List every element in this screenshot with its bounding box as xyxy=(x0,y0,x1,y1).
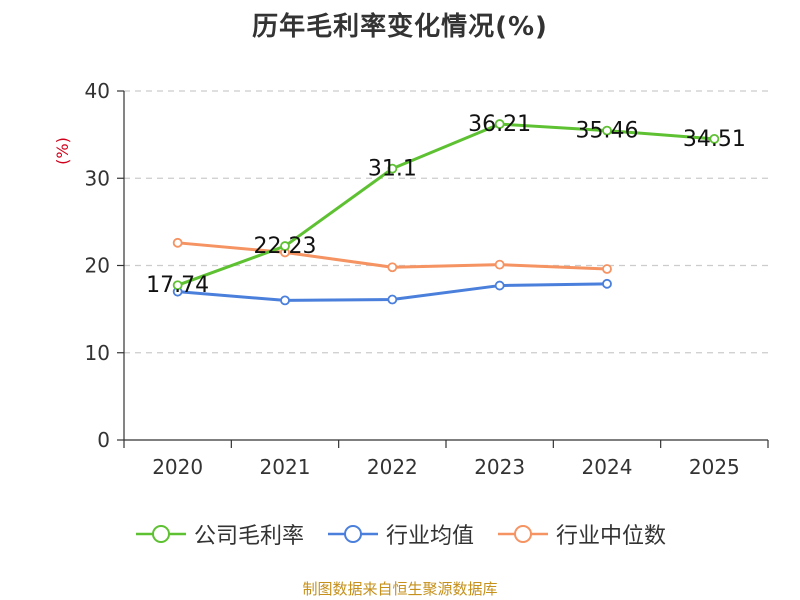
data-label: 31.1 xyxy=(368,157,417,182)
legend-label: 行业中位数 xyxy=(556,524,667,549)
x-tick-label: 2021 xyxy=(260,455,311,479)
x-tick-label: 2023 xyxy=(474,455,525,479)
data-point xyxy=(387,294,398,305)
chart-title: 历年毛利率变化情况(%) xyxy=(252,12,548,42)
data-point xyxy=(280,241,290,251)
data-label: 36.21 xyxy=(468,112,531,137)
data-point xyxy=(387,262,398,273)
data-point xyxy=(709,134,720,144)
y-tick-label: 0 xyxy=(97,428,110,452)
legend-item: 公司毛利率 xyxy=(134,518,304,550)
x-tick-label: 2024 xyxy=(582,455,633,479)
data-point xyxy=(602,264,612,274)
series-line xyxy=(177,122,715,287)
y-tick-label: 20 xyxy=(85,254,110,278)
y-tick-label: 10 xyxy=(85,341,110,365)
source-note: 制图数据来自恒生聚源数据库 xyxy=(302,580,498,598)
data-point xyxy=(172,237,183,248)
data-label: 17.74 xyxy=(146,273,209,298)
y-tick-label: 30 xyxy=(85,166,110,190)
data-point xyxy=(494,119,505,129)
legend-marker xyxy=(498,525,548,543)
x-tick-label: 2020 xyxy=(152,455,203,479)
data-point xyxy=(602,278,612,289)
data-point xyxy=(280,295,290,306)
data-labels: 17.74 22.23 31.1 36.21 35.46 34.51 xyxy=(146,112,746,298)
data-label: 34.51 xyxy=(683,127,746,152)
axes: 0 10 20 30 40 2020 2021 2022 2023 2024 2025 (%) xyxy=(53,79,769,479)
legend-marker xyxy=(327,525,378,543)
x-tick-label: 2025 xyxy=(689,455,740,479)
data-label: 35.46 xyxy=(576,119,639,144)
data-point xyxy=(387,163,398,174)
y-axis-label: (%) xyxy=(53,137,72,165)
legend-item: 行业均值 xyxy=(326,518,474,550)
legend-marker xyxy=(135,525,186,543)
data-point xyxy=(602,125,612,136)
legend-item: 行业中位数 xyxy=(496,518,666,550)
grid-lines xyxy=(124,90,768,354)
legend-label: 公司毛利率 xyxy=(193,524,304,549)
legend-label: 行业均值 xyxy=(385,524,474,549)
legend: 公司毛利率 行业均值 行业中位数 xyxy=(0,518,800,550)
data-label: 22.23 xyxy=(254,234,317,259)
data-point xyxy=(494,280,505,291)
series-lines xyxy=(172,119,720,306)
data-point xyxy=(172,280,183,291)
x-tick-label: 2022 xyxy=(367,455,418,479)
y-tick-label: 40 xyxy=(85,79,110,103)
data-point xyxy=(494,259,505,270)
